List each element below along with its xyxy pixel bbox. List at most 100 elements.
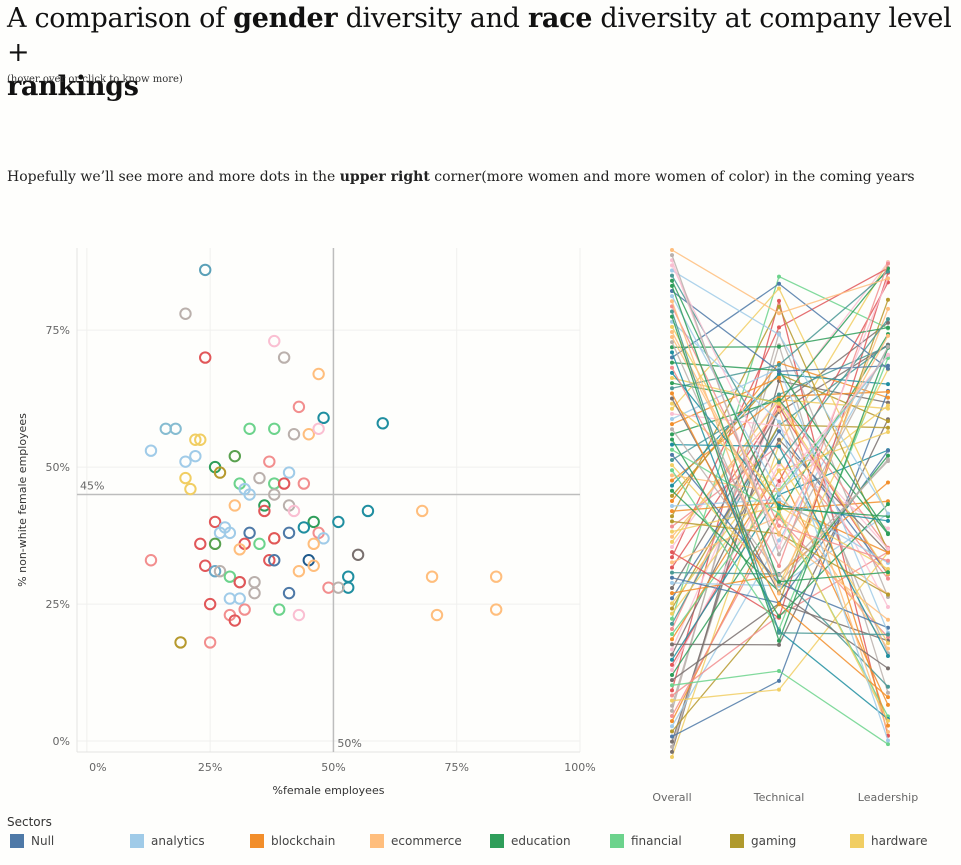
scatter-point — [292, 608, 306, 622]
ranking-point — [886, 419, 890, 424]
ranking-point — [777, 344, 781, 349]
ranking-point — [670, 519, 674, 524]
ranking-point — [670, 698, 674, 703]
ranking-point — [670, 468, 674, 473]
ranking-point — [670, 534, 674, 539]
ranking-point — [777, 483, 781, 488]
page-title: A comparison of gender diversity and rac… — [7, 3, 952, 102]
scatter-point — [282, 526, 296, 540]
page-subtitle: Hopefully we’ll see more and more dots i… — [7, 169, 915, 185]
legend-item-null[interactable]: Null — [10, 834, 54, 848]
scatter-point — [238, 603, 251, 616]
scatter-point — [258, 499, 271, 512]
ranking-point — [670, 376, 674, 381]
ranking-point — [886, 325, 890, 330]
ranking-point — [670, 253, 674, 258]
ranking-point — [777, 545, 781, 550]
scatter-point — [199, 263, 212, 277]
ranking-point — [886, 604, 890, 609]
scatter-point — [248, 575, 261, 589]
legend-swatch — [610, 834, 624, 848]
ranking-point — [777, 687, 781, 692]
legend-item-analytics[interactable]: analytics — [130, 834, 205, 848]
ranking-point — [670, 422, 674, 427]
scatter-point — [194, 537, 207, 551]
ranking-point — [777, 444, 781, 449]
hover-hint: (hover over or click to know more) — [7, 74, 183, 85]
legend-swatch — [130, 834, 144, 848]
ranking-point — [777, 497, 781, 502]
scatter-point — [213, 565, 227, 578]
legend-swatch — [370, 834, 384, 848]
legend-label: ecommerce — [391, 834, 462, 848]
scatter-point — [312, 422, 325, 435]
ranking-point — [670, 411, 674, 416]
scatter-point — [332, 515, 345, 529]
ranking-point — [670, 708, 674, 713]
legend-item-blockchain[interactable]: blockchain — [250, 834, 335, 848]
ranking-point — [670, 493, 674, 498]
scatter-point — [159, 422, 172, 435]
legend-label: hardware — [871, 834, 928, 848]
ranking-point — [886, 576, 890, 581]
ranking-point — [886, 400, 890, 405]
scatter-point — [268, 334, 281, 348]
ranking-point — [777, 601, 781, 606]
scatter-point — [361, 504, 375, 518]
ranking-point — [886, 546, 890, 551]
ranking-point — [670, 580, 674, 585]
ranking-point — [670, 652, 674, 657]
scatter-point — [208, 565, 222, 578]
legend-item-gaming[interactable]: gaming — [730, 834, 796, 848]
ranking-point — [670, 345, 674, 350]
legend-item-financial[interactable]: financial — [610, 834, 682, 848]
legend-item-education[interactable]: education — [490, 834, 571, 848]
ranking-point — [886, 567, 890, 572]
scatter-point — [203, 597, 217, 611]
ranking-point — [886, 723, 890, 728]
legend-item-ecommerce[interactable]: ecommerce — [370, 834, 462, 848]
ranking-point — [886, 526, 890, 531]
ranking-point — [670, 626, 674, 631]
ranking-point — [670, 724, 674, 729]
scatter-point — [302, 428, 315, 441]
ranking-point — [670, 755, 674, 759]
ranking-point — [670, 565, 674, 570]
scatter-point — [199, 559, 212, 572]
ranking-point — [777, 369, 781, 374]
ranking-point — [670, 560, 674, 565]
scatter-point — [312, 367, 325, 381]
ranking-point — [670, 442, 674, 447]
ranking-point — [777, 564, 781, 569]
ranking-point — [670, 294, 674, 299]
scatter-point — [189, 449, 202, 463]
scatter-point — [243, 488, 256, 501]
ranking-point — [670, 457, 674, 462]
scatter-point — [208, 537, 222, 551]
scatter-point — [317, 532, 330, 545]
ranking-point — [670, 714, 674, 719]
scatter-point — [258, 504, 271, 518]
scatter-point — [376, 417, 389, 430]
ranking-point — [886, 592, 890, 597]
ranking-point — [886, 333, 890, 338]
ranking-point — [777, 429, 781, 434]
scatter-point — [228, 449, 242, 463]
scatter-point — [223, 570, 237, 583]
ranking-point — [670, 381, 674, 386]
scatter-point — [268, 554, 281, 567]
ranking-point — [777, 419, 781, 424]
scatter-point — [342, 581, 355, 594]
scatter-point — [233, 592, 246, 605]
scatter-point — [268, 532, 281, 545]
ranking-point — [670, 488, 674, 493]
ranking-point — [670, 545, 674, 550]
ranking-point — [777, 638, 781, 643]
ranking-point — [777, 362, 781, 367]
scatter-point — [342, 570, 355, 583]
legend-item-hardware[interactable]: hardware — [850, 834, 928, 848]
scatter-point — [144, 554, 158, 567]
ranking-point — [670, 432, 674, 437]
scatter-point — [233, 543, 246, 556]
